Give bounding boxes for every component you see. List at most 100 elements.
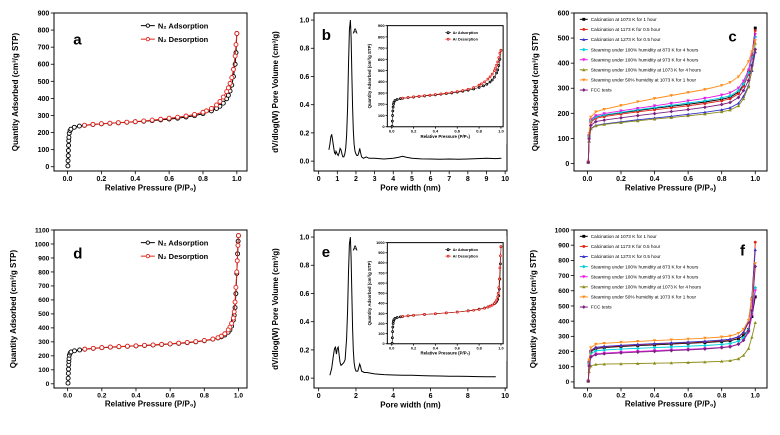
svg-text:0.4: 0.4 — [650, 392, 659, 399]
svg-text:0.0: 0.0 — [63, 392, 72, 399]
svg-text:900: 900 — [378, 251, 384, 255]
svg-text:700: 700 — [38, 283, 49, 290]
svg-text:N₂ Desorption: N₂ Desorption — [158, 252, 209, 261]
svg-text:1000: 1000 — [555, 227, 570, 234]
svg-text:Quantity Adsorbed (cm³/g STP): Quantity Adsorbed (cm³/g STP) — [531, 32, 540, 151]
svg-text:400: 400 — [378, 302, 384, 306]
svg-text:0.6: 0.6 — [683, 176, 693, 183]
svg-text:500: 500 — [558, 303, 569, 310]
svg-text:600: 600 — [558, 288, 569, 295]
svg-text:Relative Pressure (P/P₀): Relative Pressure (P/P₀) — [625, 400, 717, 409]
svg-text:a: a — [73, 32, 82, 49]
svg-text:Quantity Adsorbed (cm³/g STP): Quantity Adsorbed (cm³/g STP) — [9, 249, 18, 368]
svg-text:100: 100 — [378, 113, 386, 118]
svg-text:Quantity Adsorbed (cm³/g STP): Quantity Adsorbed (cm³/g STP) — [529, 249, 538, 368]
svg-text:8: 8 — [466, 393, 470, 400]
svg-text:1.0: 1.0 — [300, 235, 310, 242]
svg-text:300: 300 — [38, 339, 49, 346]
svg-text:1000: 1000 — [376, 241, 384, 245]
svg-text:1100: 1100 — [35, 227, 50, 234]
svg-text:0.0: 0.0 — [63, 176, 73, 183]
svg-text:5: 5 — [410, 176, 414, 183]
svg-text:dV/dlog(W) Pore Volume (cm³/g): dV/dlog(W) Pore Volume (cm³/g) — [271, 248, 280, 370]
svg-text:Quantity Adsorbed (cm³/g STP): Quantity Adsorbed (cm³/g STP) — [367, 44, 372, 109]
panel-d-chart: 0.0 0.2 0.4 0.6 0.8 1.0 0 100 200 300 400 500 600 700… — [9, 227, 248, 409]
svg-text:0.0: 0.0 — [300, 159, 310, 166]
svg-text:10: 10 — [501, 393, 509, 400]
svg-text:0: 0 — [566, 379, 570, 386]
svg-text:FCC tests: FCC tests — [591, 88, 612, 93]
svg-text:2: 2 — [354, 393, 358, 400]
svg-text:0.8: 0.8 — [717, 392, 726, 399]
svg-text:0.2: 0.2 — [411, 346, 416, 350]
svg-text:Calcination at 1173 K for 0.5: Calcination at 1173 K for 0.5 hour — [591, 27, 661, 32]
svg-text:700: 700 — [378, 46, 386, 51]
panel-c-chart: 0.0 0.2 0.4 0.6 0.8 1.0 0 100 200 300 400 500 600 Rel… — [531, 10, 768, 193]
svg-text:0: 0 — [317, 393, 321, 400]
svg-text:3: 3 — [373, 176, 377, 183]
svg-text:0.2: 0.2 — [616, 392, 625, 399]
svg-text:100: 100 — [558, 136, 570, 143]
svg-text:800: 800 — [378, 34, 386, 39]
panel-d: 0.0 0.2 0.4 0.6 0.8 1.0 0 100 200 300 400 500 600 700… — [0, 217, 260, 434]
svg-text:0.4: 0.4 — [300, 319, 310, 326]
svg-text:Steaming under 50% humidity at: Steaming under 50% humidity at 1073 K fo… — [591, 78, 697, 83]
svg-text:0.4: 0.4 — [130, 176, 140, 183]
svg-text:Calcination at 1073 K for 1 ho: Calcination at 1073 K for 1 hour — [591, 234, 657, 239]
svg-text:400: 400 — [38, 325, 49, 332]
panel-b: 0 1 2 3 4 5 6 7 8 9 10 0.0 0.2 0.4 0.6 0.8 1.0 Pore width… — [260, 0, 520, 217]
svg-text:Calcination at 1273 K for 0.5: Calcination at 1273 K for 0.5 hour — [591, 254, 661, 259]
svg-text:0: 0 — [45, 164, 49, 171]
svg-text:0.0: 0.0 — [300, 376, 310, 383]
svg-text:300: 300 — [378, 312, 384, 316]
svg-text:6: 6 — [429, 176, 433, 183]
svg-text:0: 0 — [382, 342, 384, 346]
svg-text:700: 700 — [378, 271, 384, 275]
svg-text:0.0: 0.0 — [583, 176, 593, 183]
svg-text:8: 8 — [466, 176, 470, 183]
svg-text:600: 600 — [38, 62, 50, 69]
svg-text:700: 700 — [38, 45, 50, 52]
panel-e-chart: 0 2 4 6 8 10 0.0 0.2 0.4 0.6 0.8 1.0 Pore width (nm)… — [271, 229, 509, 410]
svg-text:400: 400 — [558, 318, 569, 325]
svg-text:900: 900 — [38, 10, 50, 17]
svg-text:1.0: 1.0 — [300, 18, 310, 25]
svg-text:0.0: 0.0 — [583, 392, 592, 399]
panel-a-chart: 0.0 0.2 0.4 0.6 0.8 1.0 0 100 200 300 400 500 600 700… — [11, 10, 248, 193]
svg-text:0.6: 0.6 — [164, 176, 174, 183]
svg-text:200: 200 — [558, 111, 570, 118]
svg-text:0.6: 0.6 — [300, 74, 310, 81]
svg-text:800: 800 — [38, 28, 50, 35]
svg-text:0.8: 0.8 — [476, 346, 481, 350]
svg-text:0.8: 0.8 — [717, 176, 727, 183]
svg-text:0.2: 0.2 — [300, 347, 310, 354]
svg-text:300: 300 — [38, 113, 50, 120]
svg-text:Steaming under 100% humidity a: Steaming under 100% humidity at 873 K fo… — [591, 47, 699, 52]
svg-text:f: f — [740, 242, 746, 259]
svg-text:e: e — [322, 244, 330, 261]
svg-text:0: 0 — [317, 176, 321, 183]
svg-text:Quantity Adsorbed (cm³/g STP): Quantity Adsorbed (cm³/g STP) — [367, 261, 372, 326]
svg-text:0.0: 0.0 — [389, 346, 394, 350]
svg-text:Relative Pressure (P/P₀): Relative Pressure (P/P₀) — [420, 351, 470, 356]
svg-text:0.4: 0.4 — [650, 176, 660, 183]
svg-text:800: 800 — [558, 258, 569, 265]
svg-text:0.6: 0.6 — [166, 392, 175, 399]
svg-text:0.4: 0.4 — [300, 102, 310, 109]
svg-text:0.8: 0.8 — [300, 263, 310, 270]
svg-text:200: 200 — [558, 349, 569, 356]
svg-text:N₂ Adsorption: N₂ Adsorption — [158, 21, 209, 30]
svg-text:Calcination at 1073 K for 1 ho: Calcination at 1073 K for 1 hour — [591, 17, 657, 22]
svg-text:0: 0 — [382, 124, 385, 129]
svg-text:500: 500 — [558, 36, 570, 43]
svg-text:dV/dlog(W) Pore Volume (cm³/g): dV/dlog(W) Pore Volume (cm³/g) — [271, 31, 280, 153]
svg-text:0.4: 0.4 — [433, 128, 439, 133]
svg-text:600: 600 — [378, 57, 386, 62]
svg-text:1.0: 1.0 — [751, 392, 760, 399]
panel-b-chart: 0 1 2 3 4 5 6 7 8 9 10 0.0 0.2 0.4 0.6 0.8 1.0 Pore width… — [271, 12, 509, 193]
svg-text:0.2: 0.2 — [411, 128, 417, 133]
panel-a: 0.0 0.2 0.4 0.6 0.8 1.0 0 100 200 300 400 500 600 700… — [0, 0, 260, 217]
svg-text:N₂ Desorption: N₂ Desorption — [158, 35, 209, 44]
svg-text:Pore width (nm): Pore width (nm) — [380, 401, 441, 410]
svg-text:500: 500 — [38, 79, 50, 86]
